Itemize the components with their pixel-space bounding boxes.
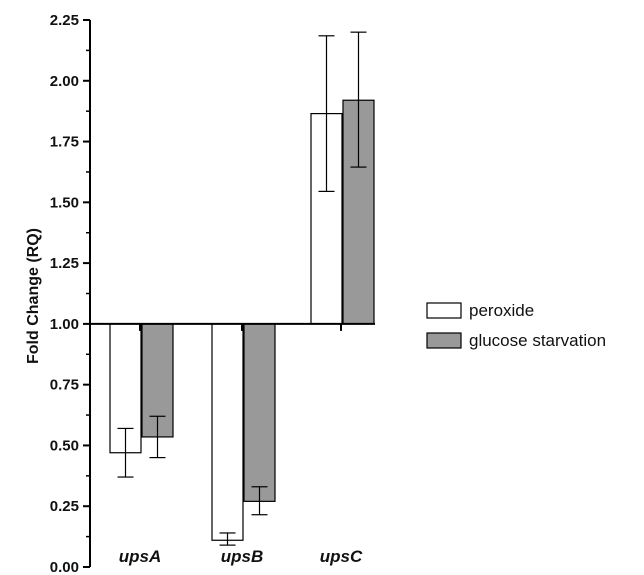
y-tick-label: 0.25 — [50, 498, 79, 515]
bar-upsb-series-2 — [243, 323, 276, 502]
bar-upsc-series-2 — [342, 99, 375, 325]
legend-label-series-2: glucose starvation — [469, 331, 606, 350]
bar-upsb-series-1 — [211, 323, 244, 541]
category-label-upsa: upsA — [119, 547, 162, 566]
y-tick-label: 1.25 — [50, 255, 79, 272]
y-tick-label: 0.00 — [50, 559, 79, 575]
category-labels: upsA upsB upsC — [119, 547, 363, 566]
y-axis-title: Fold Change (RQ) — [25, 228, 42, 364]
y-tick-label: 2.25 — [50, 12, 79, 29]
legend-swatch-series-1 — [426, 302, 462, 319]
category-label-upsc: upsC — [320, 547, 363, 566]
legend-swatch-series-2 — [426, 332, 462, 349]
legend-label-series-1: peroxide — [469, 301, 534, 320]
y-tick-label: 2.00 — [50, 73, 79, 90]
legend: peroxide glucose starvation — [426, 301, 606, 350]
y-axis: 0.00 0.25 0.50 0.75 1.00 1.25 1.50 1.75 2.00 2.25 — [50, 12, 91, 575]
y-tick-label: 0.50 — [50, 437, 79, 454]
y-tick-label: 0.75 — [50, 377, 79, 394]
y-tick-label: 1.75 — [50, 134, 79, 151]
y-tick-label: 1.50 — [50, 194, 79, 211]
category-label-upsb: upsB — [221, 547, 264, 566]
y-tick-label: 1.00 — [50, 316, 79, 333]
bars — [109, 99, 375, 541]
baseline-axis — [90, 322, 375, 331]
error-bars — [117, 31, 367, 546]
